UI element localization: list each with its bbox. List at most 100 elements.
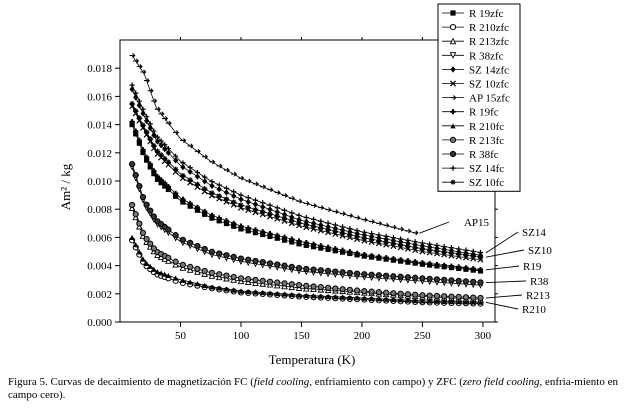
legend: R 19zfc R 210zfc R 213zfc R 38zfc SZ 14zfc SZ… [437, 3, 521, 192]
data-point [361, 252, 367, 258]
data-point [404, 291, 412, 298]
data-point [354, 227, 360, 234]
data-point [216, 218, 222, 224]
data-point [129, 234, 135, 240]
data-point [477, 299, 484, 305]
data-point [136, 137, 142, 143]
data-point [187, 239, 194, 246]
annotation: R38 [485, 276, 549, 288]
data-point [339, 230, 346, 236]
data-point [296, 238, 302, 244]
data-point [165, 145, 171, 152]
data-point [187, 168, 193, 176]
data-point [310, 293, 317, 299]
annotation-arrow [485, 294, 523, 299]
data-point [237, 255, 245, 262]
data-point [289, 195, 296, 201]
data-point [303, 201, 310, 206]
data-point [216, 193, 222, 199]
data-point [339, 269, 346, 276]
legend-marker [450, 66, 456, 73]
data-point [456, 246, 462, 252]
annotation-layer: AP15 SZ14 SZ10 R19 R38 R213 R210 [419, 217, 552, 316]
annotation-label: SZ10 [528, 245, 552, 257]
data-point [398, 257, 404, 263]
data-point [347, 231, 353, 238]
data-point [231, 199, 237, 205]
data-point [318, 243, 324, 249]
data-point [339, 294, 346, 300]
data-point [332, 209, 339, 215]
data-point [325, 207, 332, 213]
data-point [324, 284, 332, 291]
data-point [162, 183, 168, 189]
data-point [332, 294, 338, 300]
data-point [187, 263, 194, 270]
data-point [383, 255, 389, 261]
data-point [223, 189, 230, 196]
data-point [230, 273, 237, 281]
data-point [477, 266, 484, 273]
data-point [339, 211, 346, 217]
data-point [310, 266, 317, 273]
data-point [383, 233, 389, 239]
legend-label: R 210fc [469, 121, 504, 133]
data-point [180, 163, 186, 171]
data-point [230, 253, 237, 260]
data-point [147, 136, 153, 142]
data-point [267, 230, 273, 237]
data-point [369, 230, 375, 237]
data-point [151, 128, 157, 134]
data-point [390, 273, 397, 280]
data-point [180, 199, 186, 205]
data-point [383, 296, 389, 302]
data-point [165, 272, 171, 279]
data-point [172, 258, 179, 265]
data-point [310, 223, 317, 229]
data-point [144, 78, 150, 84]
data-point [252, 201, 259, 208]
data-point [463, 252, 469, 258]
data-point [281, 280, 288, 287]
data-point [147, 240, 154, 247]
series [129, 234, 484, 305]
data-point [419, 246, 426, 252]
data-point [173, 275, 179, 281]
data-point [154, 138, 161, 145]
legend-entry: SZ 10zfc [442, 79, 509, 91]
data-point [158, 141, 164, 149]
data-point [173, 190, 179, 197]
data-point [147, 88, 154, 94]
data-point [347, 249, 353, 255]
data-point [398, 226, 405, 232]
legend-marker [450, 179, 456, 185]
data-point [151, 142, 157, 149]
data-point [412, 297, 418, 304]
data-point [132, 171, 139, 179]
data-point [202, 174, 208, 180]
data-point [463, 265, 469, 271]
legend-marker [450, 10, 456, 16]
data-point [412, 259, 418, 265]
data-point [136, 220, 143, 227]
data-point [194, 173, 201, 180]
data-point [223, 252, 230, 259]
data-point [245, 228, 251, 234]
data-point [179, 236, 187, 243]
data-point [133, 131, 139, 137]
data-point [260, 229, 266, 235]
data-point [427, 243, 433, 251]
data-point [260, 184, 267, 190]
data-point [147, 121, 153, 127]
data-point [140, 69, 147, 75]
data-point [383, 272, 390, 279]
data-point [139, 229, 147, 236]
data-point [267, 187, 274, 193]
data-point [281, 215, 288, 221]
data-point [318, 293, 324, 299]
data-point [455, 293, 462, 301]
data-point [173, 193, 179, 199]
data-point [158, 270, 164, 276]
data-point [165, 120, 172, 126]
legend-entry: R 38fc [442, 149, 499, 161]
